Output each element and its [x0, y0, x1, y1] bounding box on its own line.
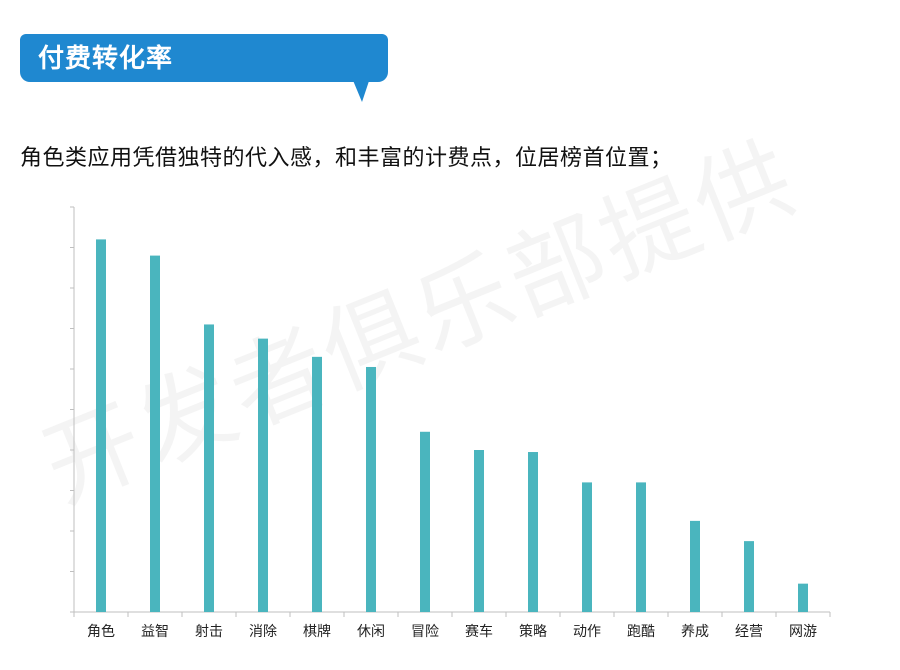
page-title: 付费转化率	[38, 44, 174, 74]
bar-9	[528, 452, 538, 612]
x-tick-label: 赛车	[465, 623, 493, 640]
x-tick-label: 动作	[573, 624, 601, 640]
bar-10	[582, 482, 592, 612]
bar-6	[366, 366, 376, 612]
x-tick-label: 消除	[249, 624, 277, 640]
x-tick-label: 益智	[141, 624, 169, 640]
x-tick-label: 养成	[681, 624, 709, 640]
bar-2	[150, 255, 160, 612]
title-banner	[20, 34, 388, 82]
bar-8	[474, 450, 484, 612]
bar-5	[312, 356, 322, 612]
bar-11	[636, 482, 646, 612]
x-tick-label: 策略	[519, 623, 547, 640]
x-tick-label: 网游	[789, 624, 817, 640]
x-tick-label: 经营	[735, 624, 763, 640]
x-tick-label: 射击	[195, 624, 223, 640]
bar-14	[798, 583, 808, 612]
chart-x-tick-labels: 角色 益智 射击 消除 棋牌 休闲 冒险 赛车 策略 动作 跑酷 养成 经营 网游	[87, 623, 817, 640]
chart-bars	[96, 239, 808, 612]
bar-3	[204, 324, 214, 612]
chart-axes	[70, 206, 831, 617]
x-tick-label: 休闲	[357, 624, 385, 640]
page-subtitle: 角色类应用凭借独特的代入感，和丰富的计费点，位居榜首位置；	[20, 146, 673, 171]
bar-13	[744, 541, 754, 612]
x-tick-label: 冒险	[411, 624, 439, 640]
bar-4	[258, 338, 268, 612]
bar-7	[420, 431, 430, 612]
bar-1	[96, 239, 106, 612]
bar-12	[690, 520, 700, 612]
bar-chart: 角色 益智 射击 消除 棋牌 休闲 冒险 赛车 策略 动作 跑酷 养成 经营 网游	[70, 206, 831, 640]
title-banner-tail	[352, 78, 370, 102]
x-tick-label: 角色	[87, 623, 115, 640]
x-tick-label: 跑酷	[627, 624, 655, 640]
x-tick-label: 棋牌	[303, 623, 331, 640]
